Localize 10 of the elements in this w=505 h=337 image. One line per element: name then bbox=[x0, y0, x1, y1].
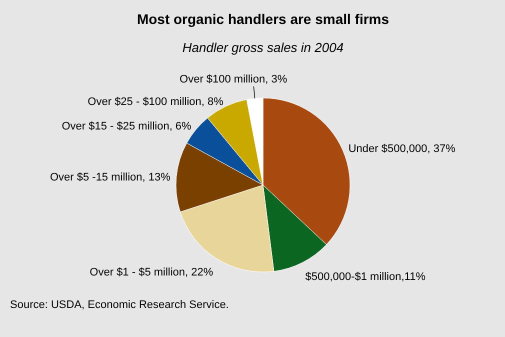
chart-title: Most organic handlers are small firms bbox=[136, 11, 390, 27]
source-note: Source: USDA, Economic Research Service. bbox=[10, 299, 229, 311]
slice-label: Over $100 million, 3% bbox=[180, 73, 288, 86]
slice-label: Under $500,000, 37% bbox=[348, 143, 456, 156]
slice-label: Over $5 -15 million, 13% bbox=[50, 171, 171, 184]
slice-label: Over $25 - $100 million, 8% bbox=[88, 96, 224, 108]
slice-label: Over $15 - $25 million, 6% bbox=[62, 120, 192, 133]
chart-subtitle: Handler gross sales in 2004 bbox=[182, 40, 344, 55]
slice-label: Over $1 - $5 million, 22% bbox=[90, 266, 214, 279]
slice-label: $500,000-$1 million,11% bbox=[305, 270, 426, 283]
